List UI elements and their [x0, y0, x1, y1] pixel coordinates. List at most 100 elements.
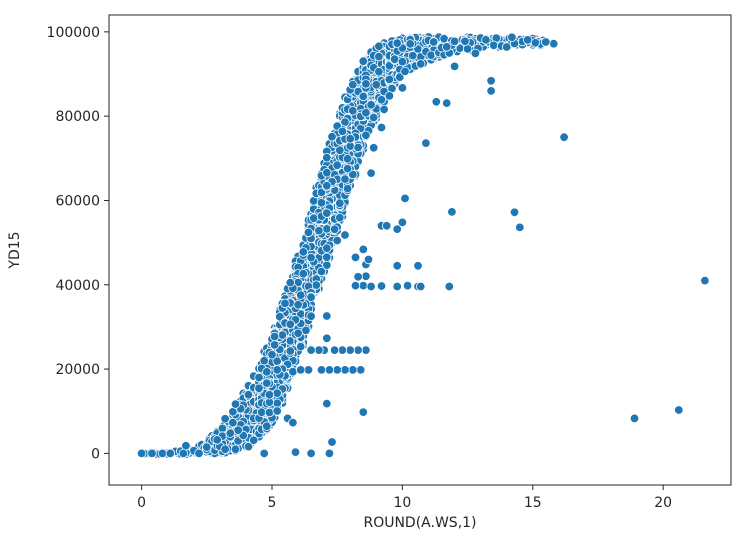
data-point	[353, 142, 363, 153]
y-tick-label: 100000	[47, 25, 100, 41]
data-point-outlier	[272, 365, 282, 375]
data-point-outlier	[559, 132, 569, 142]
data-point-outlier	[324, 448, 335, 459]
data-point-outlier	[332, 365, 342, 375]
data-point-outlier	[296, 365, 306, 375]
data-point	[322, 243, 332, 253]
data-point-outlier	[392, 261, 402, 271]
data-point	[272, 406, 282, 416]
data-point	[374, 51, 384, 62]
data-point-outlier	[165, 448, 176, 459]
data-point	[285, 319, 296, 330]
data-point	[298, 247, 309, 257]
data-point-outlier	[340, 365, 350, 375]
data-point-outlier	[348, 365, 358, 375]
data-point-outlier	[264, 390, 275, 400]
data-point	[442, 42, 452, 52]
data-point	[340, 174, 350, 184]
data-point-outlier	[397, 83, 408, 93]
data-point	[374, 66, 384, 77]
data-point-outlier	[447, 207, 457, 217]
data-point-outlier	[421, 138, 431, 148]
data-point-outlier	[306, 448, 316, 459]
y-tick-label: 20000	[55, 362, 100, 378]
data-point-outlier	[392, 224, 402, 234]
data-point	[314, 225, 324, 236]
data-point	[361, 108, 371, 118]
data-point-outlier	[549, 39, 559, 49]
data-point	[392, 38, 402, 48]
data-point-outlier	[345, 345, 355, 355]
data-point-outlier	[322, 333, 332, 344]
data-point	[408, 50, 418, 61]
data-point-outlier	[431, 97, 442, 107]
data-point-outlier	[288, 417, 298, 428]
data-point-outlier	[629, 413, 640, 424]
data-point	[322, 224, 332, 234]
data-point	[449, 36, 460, 47]
data-point-outlier	[397, 217, 408, 228]
data-point	[264, 407, 275, 418]
data-point	[439, 34, 449, 44]
data-point	[285, 277, 296, 288]
data-point	[303, 227, 314, 238]
data-point	[348, 106, 358, 116]
data-point	[309, 213, 319, 223]
data-point	[361, 130, 371, 141]
data-point-outlier	[470, 48, 481, 59]
data-point	[389, 54, 400, 64]
data-point	[426, 50, 436, 61]
data-point	[358, 91, 369, 102]
data-point-outlier	[243, 441, 254, 452]
data-point	[254, 383, 264, 394]
data-point-outlier	[392, 281, 402, 292]
data-point-outlier	[369, 143, 379, 153]
data-point	[311, 280, 322, 290]
data-point	[262, 378, 272, 388]
data-point-outlier	[322, 311, 332, 321]
x-tick-label: 15	[524, 495, 542, 511]
y-tick-label: 0	[91, 446, 100, 462]
data-point-outlier	[361, 271, 371, 282]
y-tick-label: 80000	[55, 109, 100, 125]
data-point-outlier	[322, 398, 332, 409]
data-point	[316, 198, 327, 208]
data-point	[262, 421, 272, 431]
data-point-outlier	[194, 448, 204, 459]
data-point	[322, 167, 332, 178]
data-point-outlier	[379, 104, 389, 115]
data-point-outlier	[136, 448, 147, 459]
data-point	[327, 131, 337, 142]
x-tick-label: 0	[137, 495, 146, 511]
data-point-outlier	[332, 235, 342, 246]
data-point	[530, 38, 541, 48]
data-point	[400, 66, 410, 77]
data-point-outlier	[361, 345, 371, 355]
data-point	[256, 407, 267, 417]
data-point	[376, 95, 387, 105]
x-tick-label: 10	[393, 495, 411, 511]
data-point	[358, 56, 369, 66]
y-axis-label: YD15	[7, 231, 23, 269]
data-point	[225, 428, 236, 438]
data-point	[288, 367, 298, 377]
data-point-outlier	[416, 281, 426, 292]
data-point-outlier	[306, 345, 316, 355]
data-point	[306, 252, 316, 263]
plot-frame	[108, 14, 732, 486]
data-point-outlier	[384, 91, 395, 101]
data-point	[342, 163, 353, 174]
data-point	[230, 444, 241, 454]
data-point-outlier	[230, 399, 241, 409]
data-point	[489, 40, 499, 51]
data-point-outlier	[358, 244, 369, 255]
data-point-outlier	[700, 275, 710, 286]
data-point	[277, 330, 288, 340]
data-point-outlier	[674, 405, 684, 415]
data-point	[220, 444, 230, 454]
data-points	[136, 32, 710, 459]
data-point-outlier	[314, 345, 324, 355]
data-point	[335, 212, 345, 223]
